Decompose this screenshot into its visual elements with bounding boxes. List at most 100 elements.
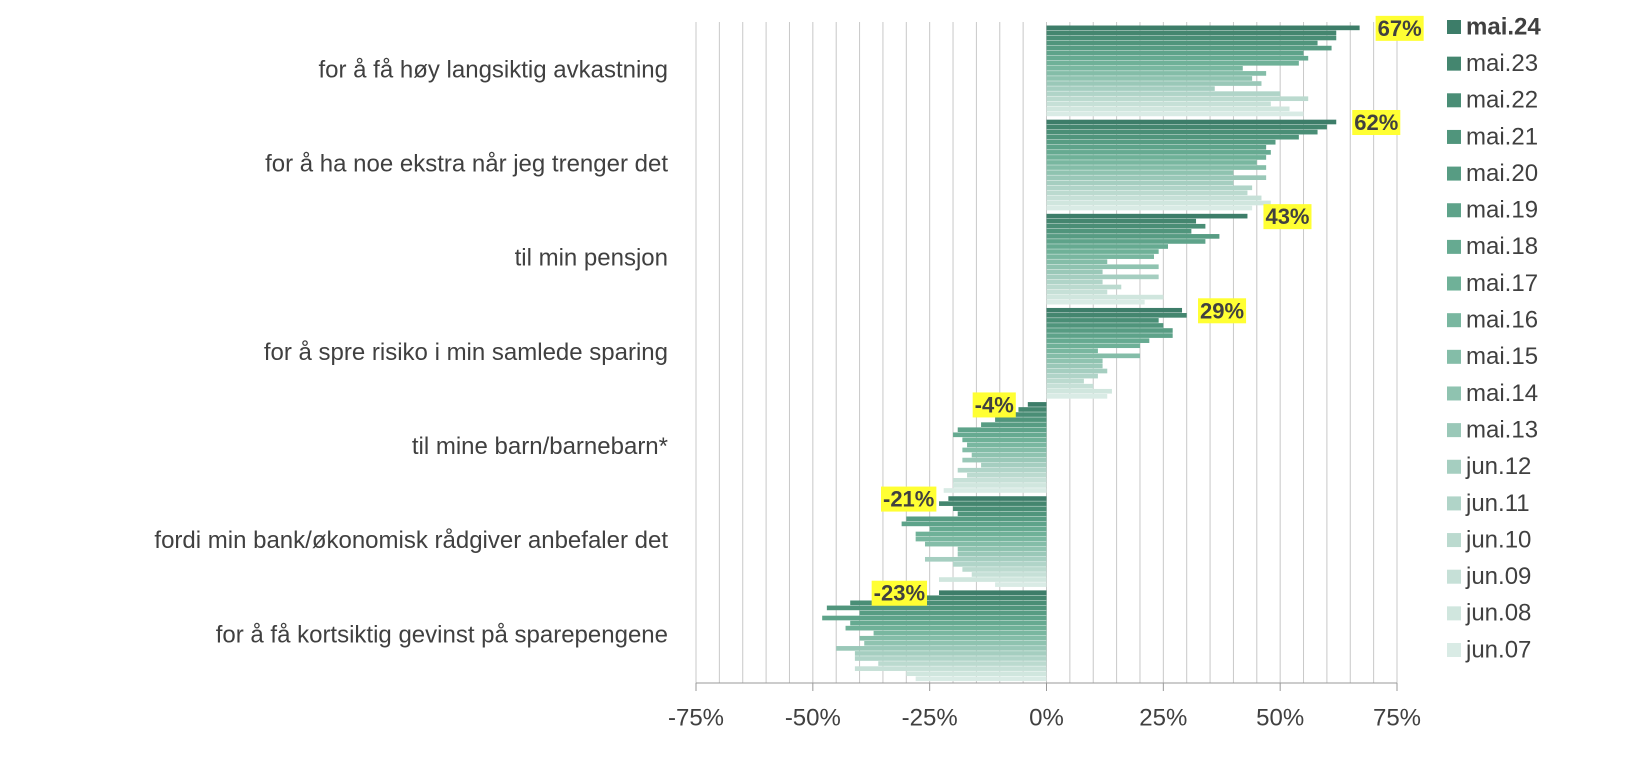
bar bbox=[1046, 343, 1140, 349]
bar bbox=[1046, 333, 1173, 338]
bar bbox=[878, 661, 1047, 666]
category-label: til min pensjon bbox=[515, 245, 668, 272]
bar bbox=[1046, 45, 1332, 51]
legend-swatch bbox=[1447, 459, 1461, 474]
bar bbox=[953, 483, 1047, 488]
bar bbox=[1046, 363, 1103, 369]
bar bbox=[1046, 35, 1337, 41]
data-label: 67% bbox=[1378, 16, 1422, 41]
bar bbox=[854, 666, 1047, 671]
bar bbox=[971, 572, 1047, 577]
bar bbox=[1046, 106, 1290, 112]
bar bbox=[1046, 81, 1262, 86]
bar bbox=[1046, 86, 1215, 91]
data-label-group: 62% bbox=[1352, 110, 1401, 136]
bar bbox=[1046, 274, 1159, 280]
data-label-group: 29% bbox=[1198, 298, 1247, 324]
bar bbox=[1046, 358, 1103, 364]
data-label: -23% bbox=[874, 581, 925, 606]
bar bbox=[1046, 264, 1159, 270]
bar bbox=[1046, 294, 1164, 300]
legend-label: jun.09 bbox=[1465, 563, 1531, 590]
data-label-group: 67% bbox=[1375, 15, 1424, 41]
bar bbox=[1046, 289, 1108, 295]
legend-swatch bbox=[1447, 569, 1461, 584]
bar bbox=[1046, 373, 1098, 379]
bar bbox=[1046, 55, 1309, 61]
bar bbox=[953, 478, 1047, 483]
bar bbox=[1046, 299, 1145, 305]
bar bbox=[962, 437, 1047, 443]
bar bbox=[1046, 91, 1281, 96]
bar bbox=[901, 521, 1047, 527]
bar bbox=[953, 432, 1047, 438]
bar bbox=[1046, 328, 1173, 333]
bar bbox=[924, 556, 1047, 562]
legend-label: jun.08 bbox=[1465, 600, 1531, 627]
bar bbox=[1046, 124, 1327, 130]
data-label-bg bbox=[1198, 298, 1247, 324]
bar bbox=[943, 488, 1047, 493]
bar bbox=[957, 467, 1047, 473]
bar bbox=[962, 567, 1047, 572]
bar bbox=[864, 640, 1047, 646]
bar bbox=[859, 610, 1047, 616]
bar bbox=[1046, 244, 1169, 249]
bar bbox=[1046, 249, 1159, 254]
bar bbox=[957, 546, 1047, 552]
legend-swatch bbox=[1447, 129, 1461, 144]
legend-label: mai.14 bbox=[1466, 380, 1538, 407]
bar bbox=[1046, 353, 1140, 359]
bar bbox=[1046, 40, 1318, 46]
bar bbox=[1046, 160, 1257, 165]
legend-label: jun.11 bbox=[1465, 490, 1530, 517]
data-label-bg bbox=[972, 392, 1016, 418]
data-label: -4% bbox=[975, 392, 1014, 417]
data-label: 62% bbox=[1354, 110, 1398, 135]
legend-swatch bbox=[1447, 239, 1461, 254]
legend-label: mai.23 bbox=[1466, 50, 1538, 77]
legend-label: mai.18 bbox=[1466, 233, 1538, 260]
bar bbox=[981, 462, 1047, 468]
bar bbox=[850, 600, 1047, 606]
bar bbox=[1046, 269, 1103, 275]
legend-swatch bbox=[1447, 496, 1461, 511]
legend-swatch bbox=[1447, 203, 1461, 218]
legend-swatch bbox=[1447, 93, 1461, 108]
category-label: til mine barn/barnebarn* bbox=[412, 433, 668, 460]
category-label: for å få kortsiktig gevinst på sparepeng… bbox=[216, 621, 668, 648]
bar bbox=[1046, 195, 1262, 201]
bar bbox=[953, 562, 1047, 567]
bar bbox=[1046, 101, 1271, 107]
bar bbox=[1046, 150, 1271, 155]
legend-label: mai.13 bbox=[1466, 416, 1538, 443]
bar bbox=[1046, 129, 1318, 135]
bar bbox=[1046, 393, 1108, 399]
legend-swatch bbox=[1447, 533, 1461, 548]
bar bbox=[859, 635, 1047, 641]
bar bbox=[915, 676, 1047, 682]
data-label-group: -4% bbox=[972, 392, 1016, 418]
legend-label: mai.24 bbox=[1466, 13, 1541, 40]
bar bbox=[1046, 323, 1164, 328]
legend-swatch bbox=[1447, 20, 1461, 34]
data-label: 43% bbox=[1265, 204, 1309, 229]
bar bbox=[1018, 407, 1047, 412]
data-label-bg bbox=[881, 486, 937, 512]
bar bbox=[967, 472, 1047, 478]
bar bbox=[822, 615, 1047, 621]
x-tick-label: -75% bbox=[668, 704, 724, 731]
bar bbox=[962, 457, 1047, 463]
bar bbox=[1046, 368, 1108, 374]
category-label: for å ha noe ekstra når jeg trenger det bbox=[265, 151, 668, 178]
bar bbox=[1046, 279, 1103, 285]
x-tick-label: 50% bbox=[1256, 704, 1304, 731]
x-tick-label: -25% bbox=[902, 704, 958, 731]
bar bbox=[850, 620, 1047, 626]
data-label-group: -23% bbox=[871, 580, 928, 606]
bar bbox=[924, 541, 1047, 547]
data-label-bg bbox=[1375, 15, 1424, 41]
bar bbox=[1046, 388, 1112, 394]
bar bbox=[1046, 259, 1108, 265]
